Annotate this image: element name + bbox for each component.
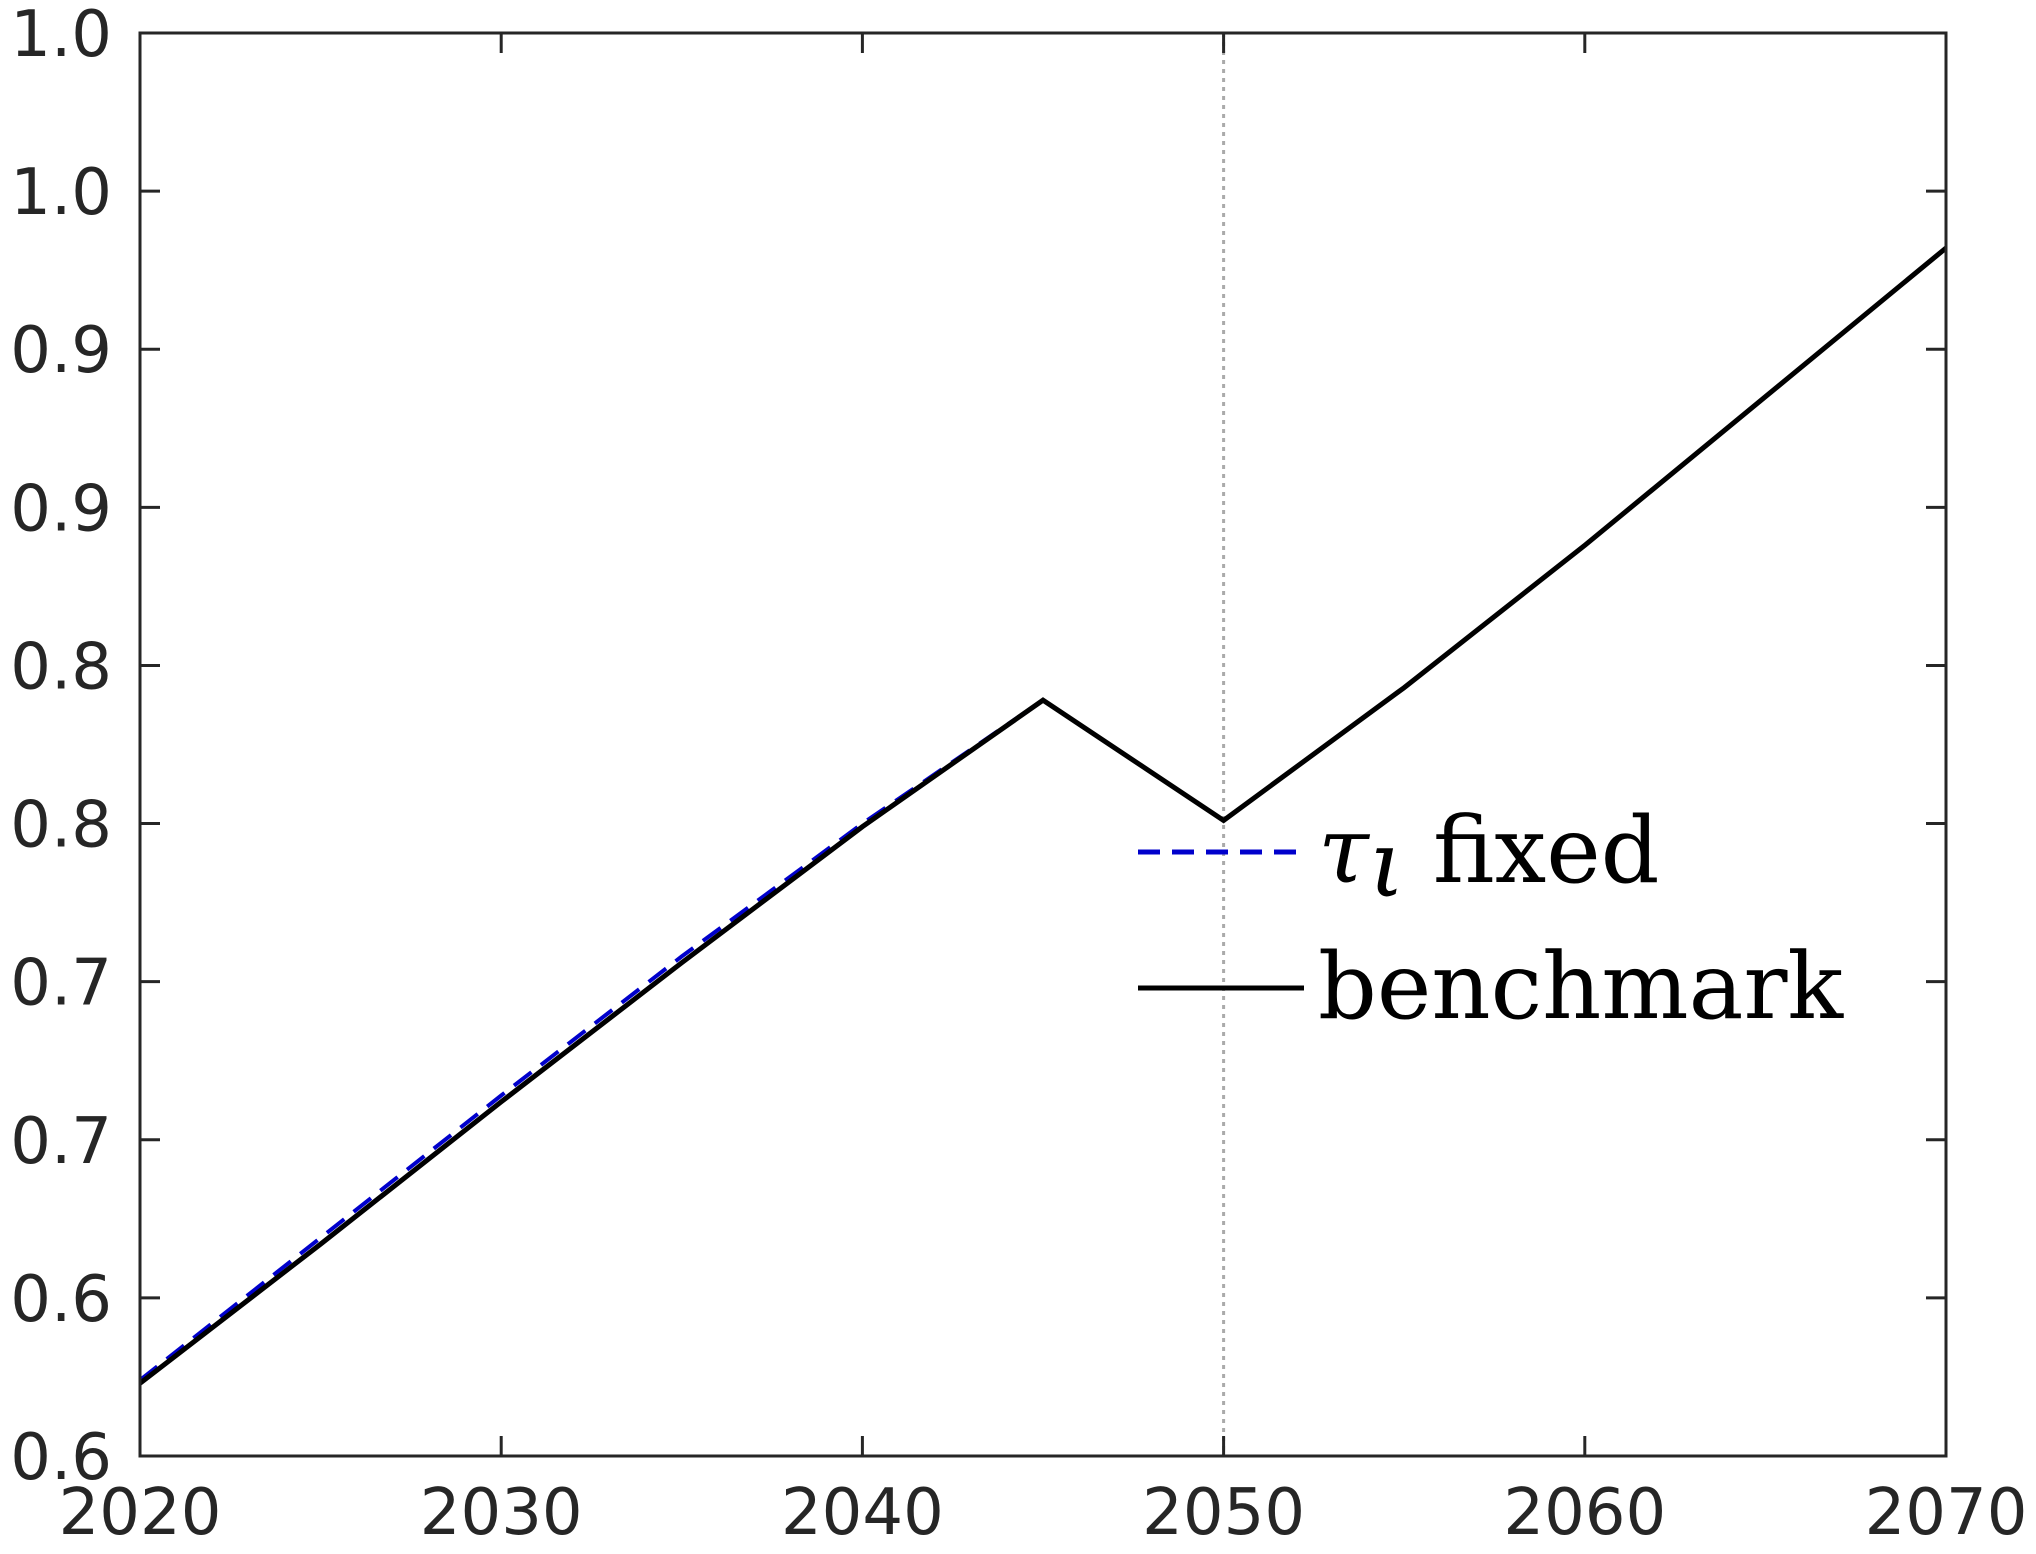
legend-label-tau-fixed: τι fixed — [1318, 797, 1660, 918]
x-tick-label: 2030 — [420, 1476, 583, 1550]
y-tick-label: 0.9 — [10, 314, 112, 388]
y-tick-label: 0.6 — [10, 1263, 112, 1337]
legend-label-benchmark: benchmark — [1318, 933, 1844, 1040]
series-line-benchmark — [138, 246, 1948, 1386]
y-tick-label: 0.9 — [10, 472, 112, 546]
x-tick-label: 2060 — [1503, 1476, 1666, 1550]
x-tick-label: 2050 — [1142, 1476, 1305, 1550]
series-line-tau_fixed — [138, 246, 1948, 1382]
x-tick-label: 2040 — [781, 1476, 944, 1550]
x-tick-label: 2070 — [1865, 1476, 2028, 1550]
y-tick-label: 1.0 — [10, 0, 112, 72]
y-tick-label: 1.0 — [10, 156, 112, 230]
y-tick-label: 0.7 — [10, 1105, 112, 1179]
plot-area-frame — [138, 31, 1948, 1458]
x-tick-label: 2020 — [59, 1476, 222, 1550]
y-tick-label: 0.6 — [10, 1421, 112, 1495]
y-tick-label: 0.8 — [10, 630, 112, 704]
y-tick-label: 0.8 — [10, 789, 112, 863]
y-tick-label: 0.7 — [10, 947, 112, 1021]
